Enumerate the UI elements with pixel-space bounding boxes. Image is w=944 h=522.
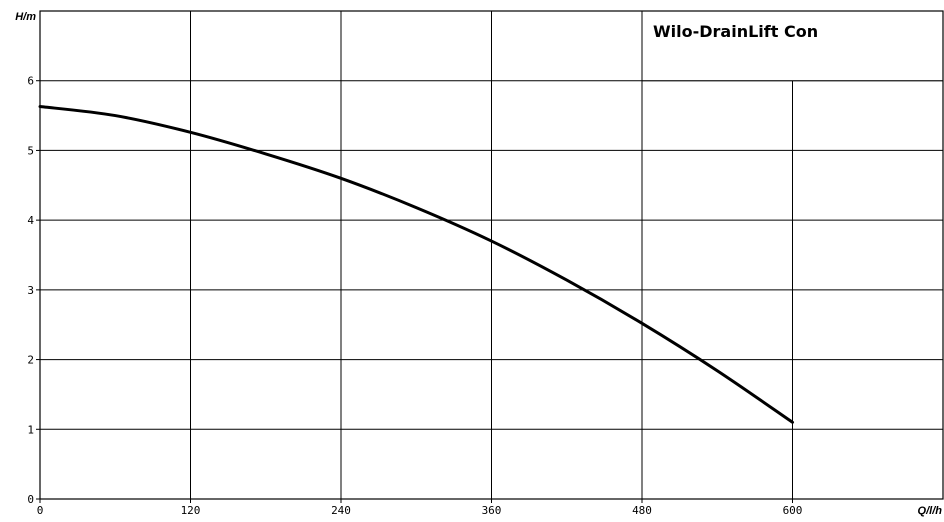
x-tick-label: 0 (37, 504, 44, 517)
title-box: Wilo-DrainLift Con (641, 10, 944, 82)
y-tick-label: 6 (27, 75, 34, 88)
y-tick-label: 1 (27, 423, 34, 436)
grid (40, 11, 943, 499)
y-tick-label: 4 (27, 214, 34, 227)
y-axis-ticks: 0 1 2 3 4 5 6 (27, 75, 40, 506)
series-line-pump-curve (38, 105, 794, 424)
x-tick-label: 120 (181, 504, 201, 517)
chart-title: Wilo-DrainLift Con (653, 22, 818, 41)
x-tick-label: 240 (331, 504, 351, 517)
y-tick-label: 2 (27, 354, 34, 367)
x-tick-label: 480 (632, 504, 652, 517)
x-tick-label: 600 (783, 504, 803, 517)
x-tick-label: 360 (482, 504, 502, 517)
y-tick-label: 3 (27, 284, 34, 297)
x-axis-label: Q/l/h (918, 505, 943, 517)
y-tick-label: 0 (27, 493, 34, 506)
x-axis-ticks: 0 120 240 360 480 600 (37, 499, 803, 517)
y-axis-label: H/m (15, 11, 36, 23)
y-tick-label: 5 (27, 144, 34, 157)
